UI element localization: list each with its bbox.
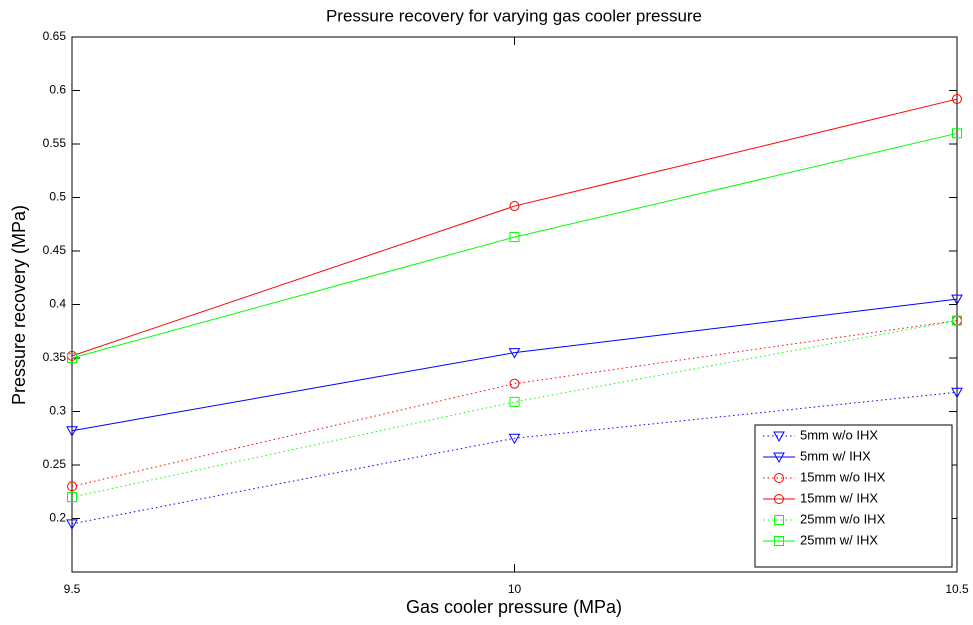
marker (67, 492, 77, 503)
series-line (71, 298, 958, 432)
series-line (71, 320, 958, 498)
marker (509, 396, 520, 407)
legend-marker (774, 515, 784, 525)
series-line (71, 320, 958, 487)
marker (952, 128, 962, 139)
marker (508, 433, 521, 445)
legend-marker (773, 452, 785, 464)
legend-label: 5mm w/o IHX (800, 427, 878, 442)
y-tick-label: 0.2 (49, 511, 66, 525)
y-tick-label: 0.5 (49, 190, 66, 204)
marker (952, 94, 962, 105)
legend-marker (774, 536, 784, 546)
legend-label: 5mm w/ IHX (800, 448, 871, 463)
marker (67, 353, 77, 363)
series-line (71, 391, 958, 525)
x-axis-label: Gas cooler pressure (MPa) (406, 597, 622, 617)
marker (509, 232, 520, 243)
legend-marker (774, 494, 784, 504)
marker (952, 315, 962, 326)
legend-label: 15mm w/ IHX (800, 490, 878, 505)
marker (509, 378, 520, 389)
y-tick-label: 0.4 (49, 297, 66, 311)
y-tick-label: 0.65 (43, 29, 67, 43)
marker (66, 519, 78, 530)
marker (66, 426, 78, 437)
y-tick-label: 0.55 (43, 136, 67, 150)
y-tick-label: 0.6 (49, 83, 66, 97)
marker (67, 481, 77, 492)
chart-title: Pressure recovery for varying gas cooler… (326, 6, 702, 25)
marker (951, 294, 963, 306)
legend-box (754, 424, 953, 568)
y-tick-label: 0.25 (43, 457, 67, 471)
y-tick-label: 0.35 (43, 350, 67, 364)
marker (509, 201, 520, 212)
legend-marker (774, 473, 784, 483)
y-tick-label: 0.45 (43, 243, 67, 257)
legend-label: 25mm w/o IHX (800, 511, 886, 526)
legend: 5mm w/o IHX 5mm w/ IHX 15mm w/o IHX 15mm w/… (754, 424, 953, 568)
series-line (71, 98, 958, 357)
series-line (71, 132, 958, 359)
legend-label: 15mm w/o IHX (800, 469, 886, 484)
x-tick-label: 10.5 (945, 582, 969, 596)
x-tick-label: 9.5 (64, 582, 81, 596)
marker (508, 348, 521, 359)
x-tick-label: 10 (508, 582, 522, 596)
legend-label: 25mm w/ IHX (800, 532, 878, 547)
marker (951, 387, 963, 399)
y-tick-label: 0.3 (49, 404, 66, 418)
y-axis-label: Pressure recovery (MPa) (9, 205, 29, 405)
legend-marker (773, 431, 785, 443)
